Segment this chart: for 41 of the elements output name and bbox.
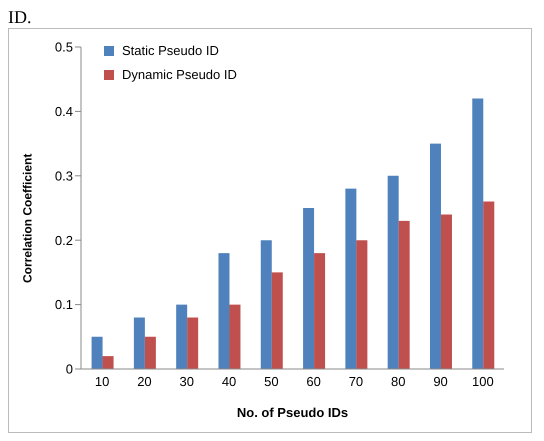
bar (144, 336, 156, 369)
y-tick-label: 0.3 (54, 168, 73, 184)
y-tick-label: 0.1 (54, 297, 73, 312)
y-axis-title: Correlation Coefficient (20, 154, 34, 283)
x-axis-title: No. of Pseudo IDs (236, 405, 348, 420)
bar (176, 304, 188, 369)
text: ID. (8, 7, 32, 27)
bar (272, 272, 283, 369)
bar (472, 98, 484, 369)
x-tick-label: 90 (433, 374, 448, 390)
y-tick-label: 0.4 (54, 104, 73, 120)
x-tick-label: 30 (180, 374, 194, 390)
bar (398, 220, 410, 369)
bar (102, 356, 114, 369)
x-tick-label: 60 (306, 374, 321, 390)
y-tick-label: 0.5 (54, 40, 73, 55)
bar (303, 208, 314, 369)
x-tick-label: 100 (472, 374, 494, 390)
bar (187, 317, 198, 369)
bar (92, 336, 103, 369)
legend-label: Static Pseudo ID (122, 42, 219, 60)
bar (388, 176, 399, 369)
legend-label: Dynamic Pseudo ID (122, 66, 237, 84)
bar (483, 202, 494, 369)
bar (440, 214, 452, 369)
bar (345, 188, 356, 369)
x-tick-label: 50 (264, 374, 279, 390)
bar (134, 317, 145, 369)
bar (356, 240, 368, 369)
bar (314, 253, 326, 369)
bar (229, 304, 240, 369)
y-tick-label: 0.2 (54, 232, 73, 248)
bar (430, 144, 441, 369)
y-tick-label: 0 (66, 362, 73, 377)
x-tick-label: 10 (94, 374, 110, 390)
x-tick-label: 20 (137, 374, 152, 390)
x-tick-label: 80 (391, 374, 406, 390)
bar (260, 240, 272, 369)
x-tick-label: 40 (222, 374, 236, 390)
x-tick-label: 70 (348, 374, 364, 390)
bar (218, 253, 230, 369)
